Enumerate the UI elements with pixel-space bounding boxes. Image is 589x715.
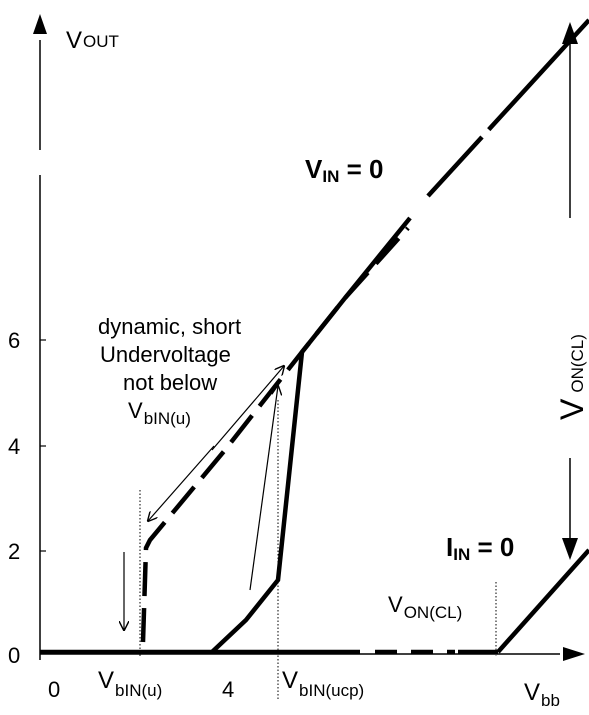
y-tick-0: 0 [8, 643, 20, 668]
y-axis-label: VOUT [66, 27, 119, 54]
curve-iin-zero [496, 548, 589, 654]
x-axis-label: Vbb [524, 679, 560, 710]
curve-vin-zero-solid [210, 216, 412, 654]
x-tick-4: 4 [222, 677, 234, 702]
x-axis-arrowhead [563, 647, 585, 661]
arrow-dynamic-up [211, 366, 284, 451]
x-mark-vbin-ucp: VbIN(ucp) [282, 667, 364, 700]
vin-zero-label: VIN = 0 [305, 154, 383, 186]
annotation-line1: dynamic, short [98, 314, 241, 339]
annotation-line3: not below [123, 370, 217, 395]
y-tick-4: 4 [8, 434, 20, 459]
y-tick-6: 6 [8, 328, 20, 353]
arrow-dynamic-down [148, 445, 215, 521]
annotation-line2: Undervoltage [100, 342, 231, 367]
curve-vin-zero-upper [426, 18, 589, 198]
von-cl-dimension-arrow [562, 22, 578, 560]
x-mark-vbin-u: VbIN(u) [98, 667, 162, 700]
arrow-rising [249, 386, 278, 591]
x-tick-0: 0 [48, 677, 60, 702]
curve-dynamic-dashed [140, 226, 410, 643]
y-axis-arrowhead [33, 14, 47, 34]
von-cl-bottom-label: VON(CL) [388, 592, 462, 622]
y-tick-2: 2 [8, 539, 20, 564]
von-cl-right-label: VON(CL) [554, 334, 589, 420]
y-axis [33, 14, 47, 660]
annotation-line4: VbIN(u) [128, 398, 191, 428]
iin-zero-label: IIN = 0 [446, 532, 514, 564]
